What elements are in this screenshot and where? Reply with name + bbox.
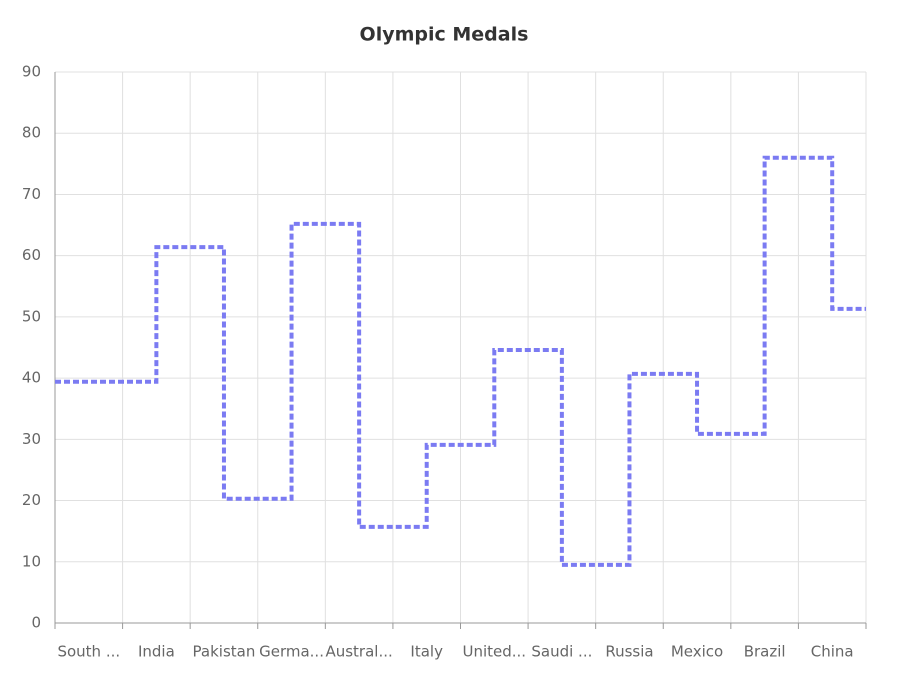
x-tick-label: Brazil: [744, 643, 786, 661]
y-tick-label: 30: [22, 430, 41, 448]
step-line: [55, 155, 866, 567]
x-tick-label: Austral...: [325, 643, 392, 661]
y-tick-label: 50: [22, 307, 41, 325]
x-tick-label: Mexico: [671, 643, 723, 661]
x-tick-label: Pakistan: [193, 643, 256, 661]
y-tick-label: 80: [22, 124, 41, 142]
y-tick-label: 10: [22, 552, 41, 570]
y-tick-label: 0: [31, 614, 41, 632]
x-tick-label: South ...: [57, 643, 120, 661]
x-tick-label: Germa...: [259, 643, 324, 661]
x-tick-label: India: [138, 643, 175, 661]
y-tick-label: 60: [22, 246, 41, 264]
y-tick-label: 20: [22, 491, 41, 509]
x-tick-label: China: [811, 643, 854, 661]
y-tick-label: 70: [22, 185, 41, 203]
y-tick-label: 90: [22, 63, 41, 81]
x-tick-label: Russia: [605, 643, 653, 661]
x-tick-label: United...: [462, 643, 526, 661]
y-tick-label: 40: [22, 369, 41, 387]
x-tick-label: Saudi ...: [531, 643, 592, 661]
chart-title: Olympic Medals: [360, 24, 529, 46]
x-tick-label: Italy: [410, 643, 443, 661]
